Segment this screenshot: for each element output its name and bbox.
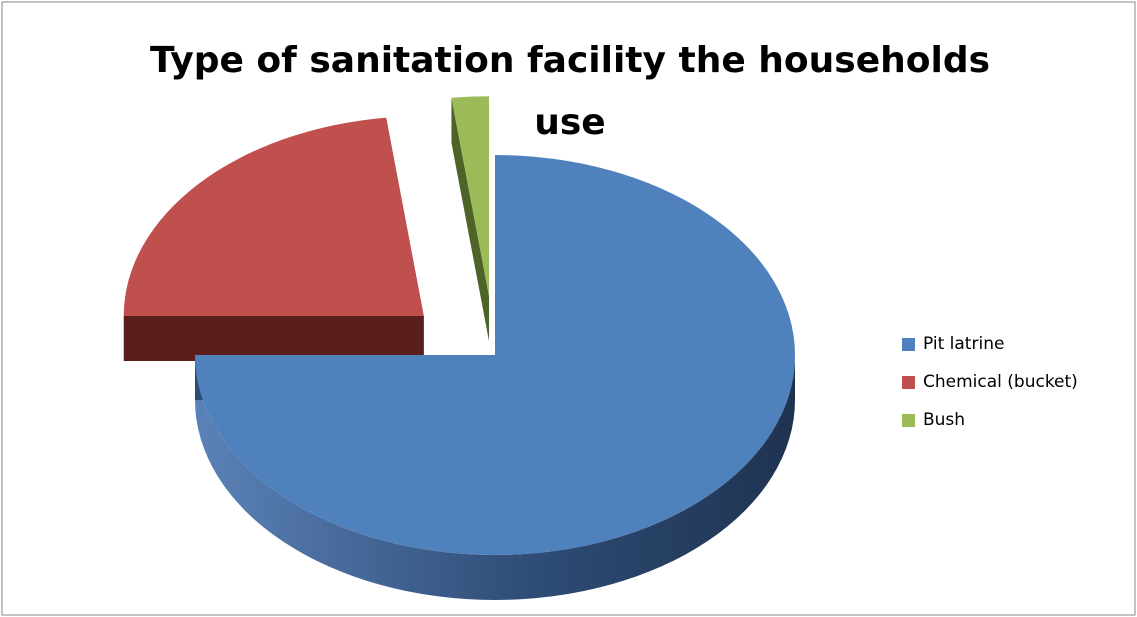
legend-swatch-pit-latrine	[902, 337, 915, 351]
legend-item-pit-latrine: Pit latrine	[902, 325, 1078, 363]
legend-swatch-bush	[902, 413, 915, 427]
legend: Pit latrine Chemical (bucket) Bush	[902, 325, 1078, 439]
pie-slice-bush	[451, 96, 490, 342]
pie-top-bush	[451, 96, 490, 297]
legend-item-bush: Bush	[902, 401, 1078, 439]
pie-top-pit-latrine	[195, 155, 795, 555]
pie-cut-chemical-bucket-0	[123, 316, 424, 362]
legend-label-pit-latrine: Pit latrine	[923, 334, 1005, 354]
legend-item-chemical-bucket: Chemical (bucket)	[902, 363, 1078, 401]
legend-swatch-chemical-bucket	[902, 375, 915, 389]
pie-slices	[123, 96, 795, 600]
pie-slice-chemical-bucket	[123, 117, 424, 362]
pie-cut-bush-0	[451, 97, 490, 342]
legend-label-bush: Bush	[923, 410, 966, 430]
pie-slice-pit-latrine	[195, 155, 795, 600]
chart-title: Type of sanitation facility the househol…	[149, 40, 991, 143]
legend-label-chemical-bucket: Chemical (bucket)	[923, 372, 1078, 392]
pie-top-chemical-bucket	[123, 117, 424, 317]
pie-rim-pit-latrine	[195, 355, 795, 600]
